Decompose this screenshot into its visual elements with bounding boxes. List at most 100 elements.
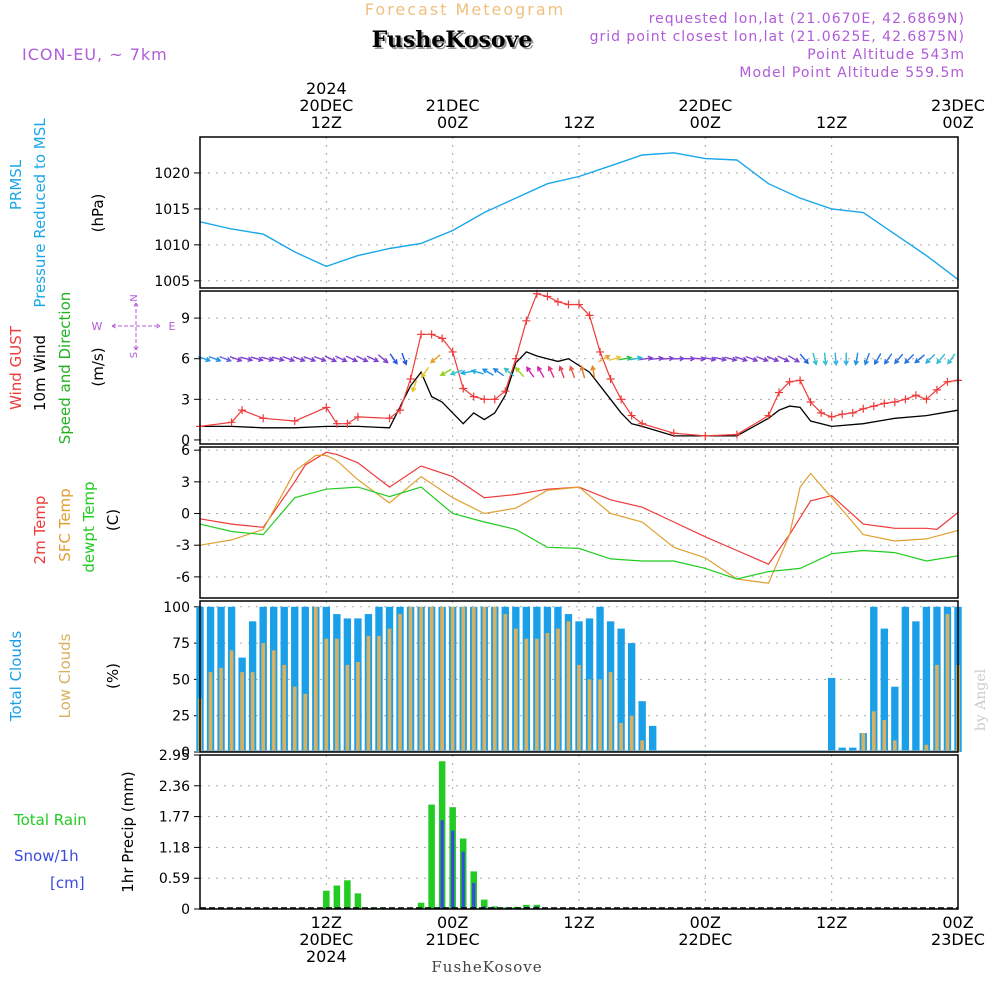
low-cloud-bar	[398, 614, 402, 752]
wind-direction-arrow	[292, 355, 306, 363]
wind-direction-arrow	[894, 353, 904, 365]
time-bottom-label: 00Z	[437, 913, 468, 932]
panel-5: 0 0.59 1.18 1.77 2.36 2.95 Total Rain Snow/1h [c…	[13, 748, 959, 918]
wind-direction-arrow	[356, 355, 369, 363]
rain-bar	[323, 890, 330, 909]
total-cloud-bar	[922, 606, 931, 752]
time-top-label: 23DEC	[931, 96, 985, 115]
low-cloud-bar	[345, 664, 350, 752]
low-cloud-bar	[377, 635, 381, 752]
wind-gust-marker	[396, 406, 405, 415]
wind-direction-arrow	[420, 366, 430, 379]
wind-direction-arrow	[640, 355, 654, 362]
low-cloud-bar	[440, 606, 444, 752]
y-tick-label: 0	[181, 433, 190, 449]
wind-direction-arrow	[833, 352, 839, 367]
wind-gust-marker	[511, 354, 520, 363]
low-cloud-bar	[313, 606, 318, 752]
wind-direction-arrow	[261, 356, 275, 362]
low-cloud-bar	[229, 650, 234, 752]
time-top-label: 12Z	[311, 113, 342, 132]
wind-direction-arrow	[734, 356, 749, 363]
low-cloud-bar	[587, 679, 592, 752]
low-cloud-bar	[945, 614, 950, 752]
wind-direction-arrow	[547, 365, 555, 378]
low-cloud-bar	[324, 638, 329, 752]
low-cloud-bar	[408, 606, 413, 752]
total-cloud-bar	[649, 725, 657, 752]
wind-direction-arrow	[240, 356, 254, 362]
wind-gust-marker	[764, 411, 773, 420]
wind-direction-arrow	[799, 353, 809, 365]
low-cloud-bar	[261, 643, 266, 752]
wind-gust-marker	[575, 300, 583, 309]
panel-4: 0 25 50 75 100 Total Clouds Low Clouds (%)	[7, 600, 962, 761]
rain-bar	[354, 893, 362, 909]
rain-bar	[491, 906, 499, 909]
low-cloud-bar	[250, 672, 255, 752]
y-tick-label: 6	[181, 443, 190, 459]
total-cloud-bar	[596, 606, 604, 752]
footer-station: FusheKosove	[431, 958, 542, 976]
time-top-label: 21DEC	[426, 96, 480, 115]
wind-gust-marker	[775, 388, 784, 397]
wind-gust-line	[199, 292, 959, 437]
wind-direction-arrow	[558, 365, 565, 379]
low-cloud-bar	[608, 672, 613, 752]
low-cloud-bar	[882, 720, 887, 752]
time-bottom-label: 00Z	[942, 913, 973, 932]
y-tick-label: 1.77	[159, 810, 190, 826]
station-title-front: FusheKosove	[372, 27, 533, 53]
wind-gust-marker	[343, 419, 352, 428]
rain-bar	[417, 902, 425, 909]
wind-gust-marker	[817, 408, 826, 417]
wind-gust-marker	[564, 300, 573, 309]
total-cloud-bar	[901, 606, 910, 752]
panels: 1005 1010 1015 1020 PRMSL Pressure Reduced to…	[7, 118, 962, 918]
wind-gust-marker	[259, 414, 268, 423]
wind-direction-arrow	[590, 364, 596, 379]
wind-gust-marker	[943, 377, 952, 386]
wind-gust-marker	[911, 391, 920, 400]
wind-direction-arrow	[724, 356, 738, 362]
low-cloud-bar	[892, 740, 897, 752]
wind-direction-arrow	[271, 356, 285, 362]
wind-gust-marker	[890, 398, 899, 407]
panel-label-speed-direction: Speed and Direction	[56, 292, 74, 445]
low-cloud-bar	[366, 635, 371, 752]
low-cloud-bar	[545, 632, 550, 752]
wind-direction-arrow	[703, 356, 717, 362]
wind-gust-marker	[701, 431, 710, 440]
low-cloud-bar	[492, 606, 497, 752]
wind-direction-arrow	[366, 355, 380, 363]
compass-arrows	[111, 302, 161, 351]
time-top-label: 22DEC	[678, 96, 732, 115]
wind-direction-arrow	[914, 354, 925, 364]
wind-direction-arrow	[904, 353, 915, 364]
wind-direction-arrow	[481, 368, 494, 376]
wind-gust-marker	[553, 297, 562, 306]
pressure-line	[199, 152, 959, 280]
panel-ylabel: (hPa)	[89, 194, 107, 233]
wind-direction-arrow	[843, 352, 849, 367]
y-tick-label: 1015	[154, 202, 190, 218]
closest-grid-point: grid point closest lon,lat (21.0625E, 42…	[590, 29, 965, 45]
y-tick-label: 3	[181, 475, 190, 491]
low-cloud-bar	[219, 667, 223, 752]
wind-gust-marker	[796, 376, 805, 385]
wind-direction-arrow	[756, 355, 769, 363]
low-cloud-bar	[450, 606, 455, 752]
wind-direction-arrow	[884, 353, 893, 365]
wind-gust-marker	[596, 347, 605, 356]
time-bottom-label: 20DEC	[299, 930, 353, 949]
wind-gust-marker	[480, 395, 489, 404]
compass-e: E	[169, 320, 176, 333]
panel-label-wind-gust: Wind GUST	[7, 325, 25, 410]
total-cloud-bar	[870, 606, 878, 752]
rain-bar	[344, 880, 351, 909]
wind-direction-arrow	[766, 355, 780, 363]
compass-n: N	[129, 294, 140, 301]
watermark: by Angel	[973, 668, 989, 731]
total-cloud-bar	[891, 686, 899, 752]
total-cloud-bar	[849, 747, 857, 752]
